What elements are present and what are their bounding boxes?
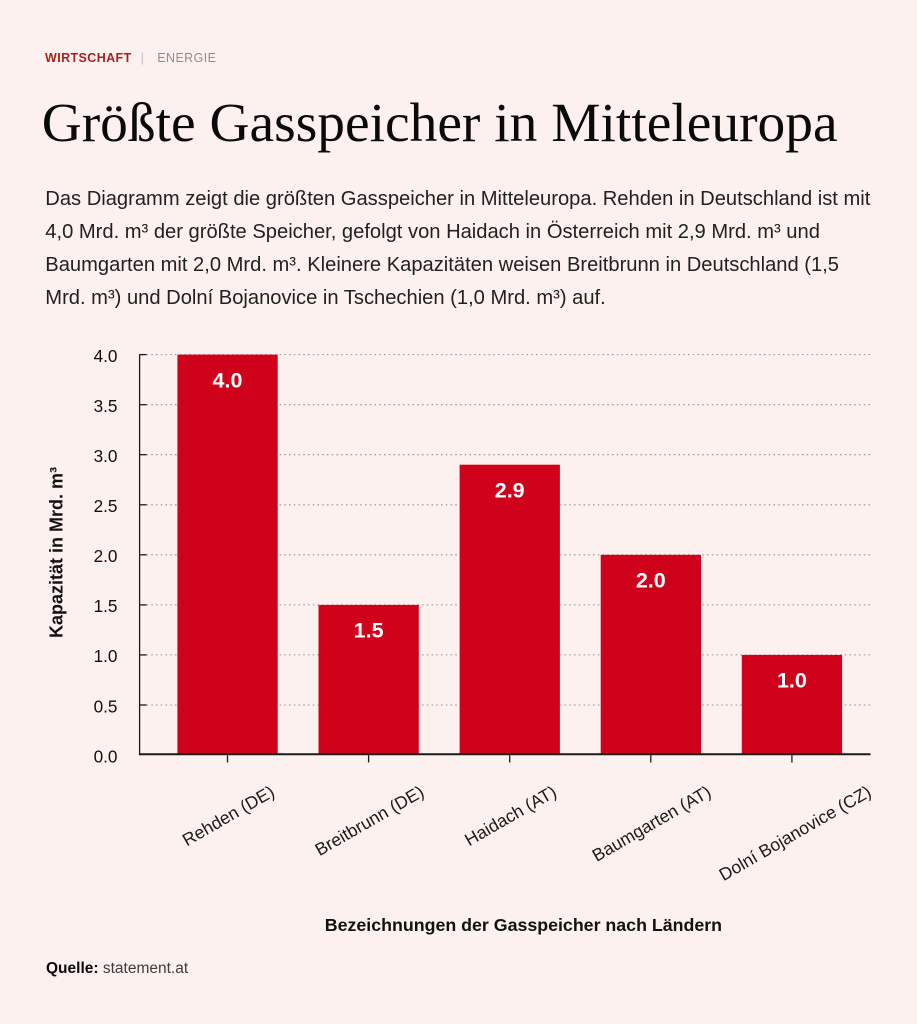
svg-text:0.5: 0.5: [94, 696, 118, 716]
svg-text:2.9: 2.9: [495, 478, 525, 502]
svg-text:1.5: 1.5: [354, 619, 384, 643]
svg-text:4.0: 4.0: [94, 346, 118, 366]
svg-text:2.0: 2.0: [94, 546, 118, 566]
svg-text:2.5: 2.5: [94, 496, 118, 516]
svg-text:1.0: 1.0: [94, 646, 118, 666]
svg-text:0.0: 0.0: [94, 747, 118, 767]
svg-text:Kapazität in Mrd. m³: Kapazität in Mrd. m³: [47, 467, 67, 638]
svg-text:1.5: 1.5: [94, 596, 118, 616]
svg-text:3.5: 3.5: [94, 396, 118, 416]
svg-text:3.0: 3.0: [94, 446, 118, 466]
svg-text:Haidach (AT): Haidach (AT): [461, 781, 560, 849]
svg-text:Rehden (DE): Rehden (DE): [179, 781, 278, 850]
svg-text:Baumgarten (AT): Baumgarten (AT): [589, 781, 715, 865]
svg-text:2.0: 2.0: [636, 569, 666, 593]
svg-text:Breitbrunn (DE): Breitbrunn (DE): [311, 781, 427, 859]
svg-text:Dolní Bojanovice (CZ): Dolní Bojanovice (CZ): [715, 781, 874, 884]
svg-text:1.0: 1.0: [777, 669, 807, 693]
svg-text:4.0: 4.0: [213, 368, 243, 392]
